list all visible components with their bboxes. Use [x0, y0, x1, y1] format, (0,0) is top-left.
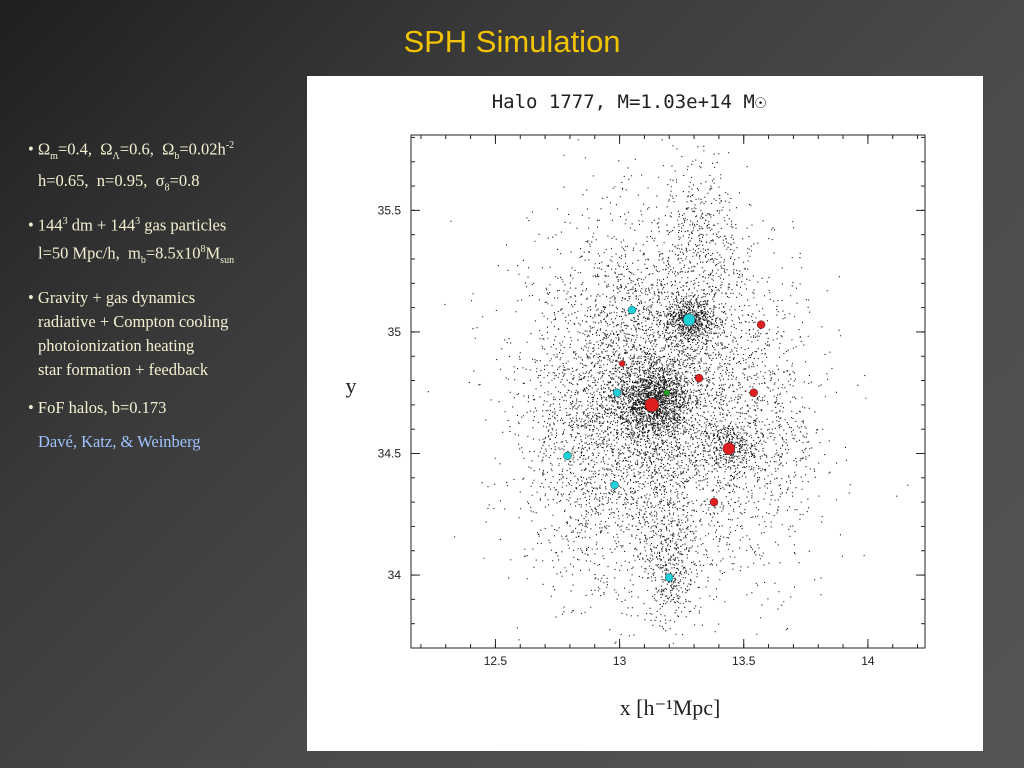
- bullet-line: • Gravity + gas dynamics: [28, 288, 196, 308]
- bullet-line: • 1443 dm + 1443 gas particles: [28, 215, 227, 235]
- y-axis-label: y: [346, 373, 357, 398]
- halo-point: [644, 397, 660, 413]
- chart-title: Halo 1777, M=1.03e+14 M☉: [492, 91, 767, 113]
- x-tick-label: 13.5: [732, 654, 756, 668]
- y-tick-label: 34: [388, 568, 402, 582]
- y-tick-label: 34.5: [378, 446, 402, 460]
- bullet-line: photoionization heating: [38, 336, 195, 356]
- halo-point: [694, 373, 704, 383]
- bullet-line: radiative + Compton cooling: [38, 312, 229, 332]
- halo-point: [682, 313, 696, 326]
- axis-ticks: 12.5 13 13.5 14 34 34.5 35 35.5: [378, 135, 925, 668]
- halo-point: [665, 573, 674, 582]
- halo-point: [749, 388, 758, 397]
- bullet-list: • Ωm=0.4, ΩΛ=0.6, Ωb=0.02h-2 h=0.65, n=0…: [28, 134, 298, 454]
- bullet-fof: • FoF halos, b=0.173: [28, 396, 298, 420]
- halo-point: [756, 320, 766, 329]
- halo-point: [612, 388, 622, 397]
- bullet-physics: • Gravity + gas dynamics radiative + Com…: [28, 286, 298, 382]
- x-axis-label: x [h⁻¹Mpc]: [620, 695, 721, 720]
- credit-text: Davé, Katz, & Weinberg: [38, 432, 201, 452]
- bullet-line: • Ωm=0.4, ΩΛ=0.6, Ωb=0.02h-2: [28, 139, 235, 162]
- bullet-line: star formation + feedback: [38, 360, 209, 380]
- halo-point: [627, 305, 637, 315]
- x-tick-label: 13: [613, 654, 627, 668]
- halo-point: [610, 480, 619, 490]
- bullet-line: h=0.65, n=0.95, σ8=0.8: [38, 170, 200, 194]
- plot-panel: Halo 1777, M=1.03e+14 M☉ y x [h⁻¹Mpc] 12…: [307, 76, 983, 751]
- halo-point: [563, 451, 572, 461]
- scatter-plot: Halo 1777, M=1.03e+14 M☉ y x [h⁻¹Mpc] 12…: [346, 91, 926, 720]
- y-tick-label: 35.5: [378, 203, 402, 217]
- halo-point: [663, 389, 670, 396]
- bullet-particles: • 1443 dm + 1443 gas particles l=50 Mpc/…: [28, 210, 298, 272]
- bullet-line: l=50 Mpc/h, mb=8.5x108Msun: [38, 243, 235, 266]
- y-tick-label: 35: [388, 325, 402, 339]
- halo-point: [709, 497, 719, 507]
- halo-point: [722, 442, 736, 455]
- x-tick-label: 12.5: [484, 654, 508, 668]
- halo-markers: [563, 305, 766, 582]
- slide-title: SPH Simulation: [403, 24, 621, 59]
- halo-point: [618, 360, 626, 367]
- bullet-cosmology: • Ωm=0.4, ΩΛ=0.6, Ωb=0.02h-2 h=0.65, n=0…: [28, 134, 298, 200]
- plot-frame: [410, 134, 926, 649]
- x-tick-label: 14: [861, 654, 875, 668]
- bullet-line: • FoF halos, b=0.173: [28, 398, 167, 418]
